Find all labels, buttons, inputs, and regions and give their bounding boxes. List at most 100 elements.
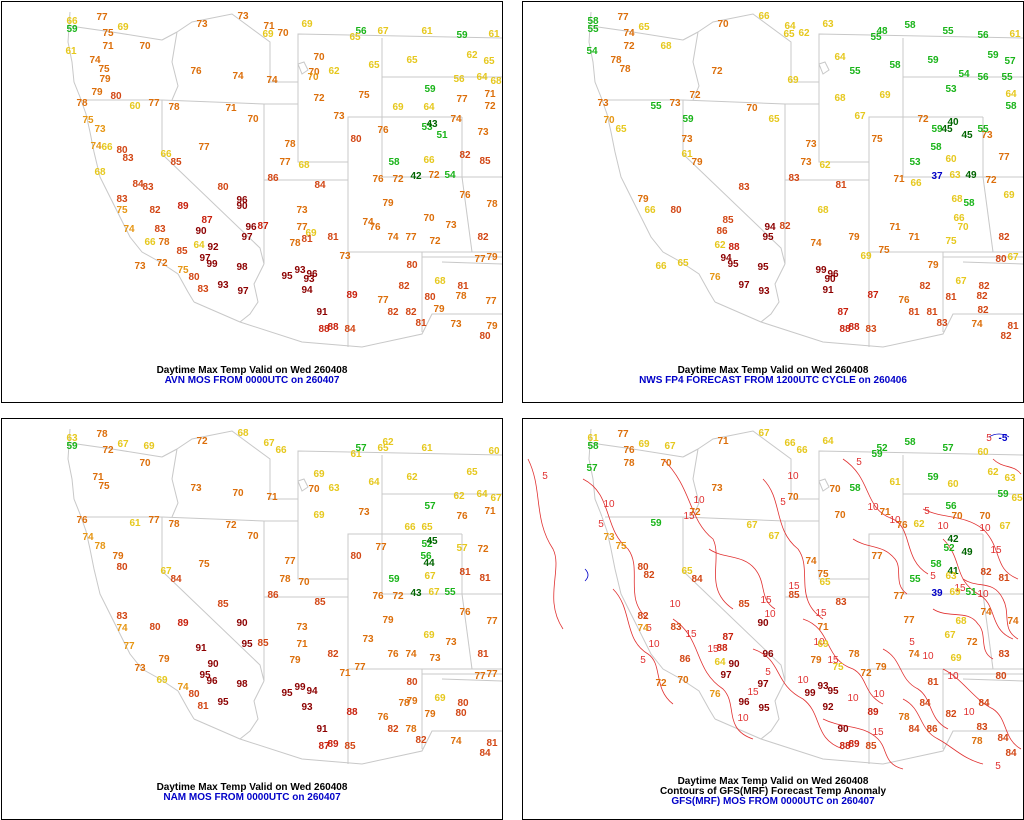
state-boundary-line xyxy=(441,261,502,265)
station-temp-label: 76 xyxy=(372,174,384,185)
station-temp-label: 37 xyxy=(931,171,943,182)
station-temp-label: 69 xyxy=(787,75,799,86)
station-temp-label: 69 xyxy=(313,510,325,521)
station-temp-label: 68 xyxy=(660,41,672,52)
station-temp-label: 79 xyxy=(927,260,939,271)
station-temp-label: 62 xyxy=(466,50,478,61)
station-temp-label: 70 xyxy=(957,222,969,233)
state-boundary-line xyxy=(682,517,786,682)
station-temp-label: 66 xyxy=(423,155,435,166)
station-temp-label: 73 xyxy=(597,98,609,109)
state-boundary-line xyxy=(868,116,983,162)
station-temp-label: 70 xyxy=(951,511,963,522)
station-temp-label: 64 xyxy=(784,21,796,32)
station-temp-label: 77 xyxy=(486,669,498,680)
station-temp-label: 59 xyxy=(987,50,999,61)
state-boundary-line xyxy=(193,301,502,348)
state-boundary-line xyxy=(590,25,684,41)
station-temp-label: 63 xyxy=(945,571,957,582)
station-temp-label: 87 xyxy=(257,221,269,232)
station-temp-label: 74 xyxy=(908,649,920,660)
station-temp-label: 83 xyxy=(142,182,154,193)
station-temp-label: 79 xyxy=(433,304,445,315)
station-temp-label: 77 xyxy=(148,98,160,109)
caption-title: Daytime Max Temp Valid on Wed 260408 xyxy=(156,782,348,793)
station-temp-label: 82 xyxy=(643,570,655,581)
station-temp-label: 84 xyxy=(314,180,326,191)
map-panel-nam-mos: 63 59 78 72 67 69 72 68 67 66 61 57 62 65 61 60 71 70 69 64… xyxy=(1,418,503,820)
anomaly-contour-line xyxy=(942,668,1022,750)
station-temp-label: 56 xyxy=(945,501,957,512)
station-temp-label: 83 xyxy=(835,597,847,608)
state-boundary-line xyxy=(297,33,502,82)
station-temp-label: 72 xyxy=(428,170,440,181)
station-temp-label: 67 xyxy=(490,493,502,504)
station-temp-label: 80 xyxy=(670,205,682,216)
station-temp-label: 80 xyxy=(116,562,128,573)
station-temp-label: 82 xyxy=(980,567,992,578)
state-boundary-line xyxy=(297,521,349,669)
station-temp-label: 81 xyxy=(486,738,498,749)
anomaly-contour-label: 5 xyxy=(640,655,646,666)
state-boundary-line xyxy=(239,263,265,323)
station-temp-label: 77 xyxy=(893,591,905,602)
station-temp-label: 96 xyxy=(245,222,257,233)
station-temp-label: 90 xyxy=(728,659,740,670)
anomaly-contour-line xyxy=(932,608,994,660)
station-temp-label: 66 xyxy=(160,149,172,160)
station-temp-label: 85 xyxy=(176,246,188,257)
station-temp-label: 69 xyxy=(879,90,891,101)
state-boundary-line xyxy=(297,104,349,252)
station-temp-label: 88 xyxy=(839,324,851,335)
station-temp-label: 58 xyxy=(904,20,916,31)
station-temp-label: 95 xyxy=(281,271,293,282)
station-temp-label: 64 xyxy=(193,240,205,251)
station-temp-label: 68 xyxy=(434,276,446,287)
station-temp-label: 58 xyxy=(889,60,901,71)
station-temp-label: 76 xyxy=(709,689,721,700)
station-temp-label: 73 xyxy=(711,483,723,494)
station-temp-label: 77 xyxy=(296,222,308,233)
anomaly-contour-label: 15 xyxy=(815,608,827,619)
station-temp-label: 57 xyxy=(456,543,468,554)
state-boundary-line xyxy=(818,521,870,669)
station-temp-label: 81 xyxy=(477,649,489,660)
station-temp-label: 70 xyxy=(277,28,289,39)
station-temp-label: 74 xyxy=(387,232,399,243)
station-temp-label: 62 xyxy=(798,28,810,39)
station-temp-label: 61 xyxy=(421,443,433,454)
station-temp-label: 71 xyxy=(484,506,496,517)
station-temp-label: 77 xyxy=(617,12,629,23)
station-temp-label: 90 xyxy=(824,274,836,285)
station-temp-label: 86 xyxy=(926,724,938,735)
station-temp-label: 76 xyxy=(459,607,471,618)
station-temp-label: 68 xyxy=(490,76,502,87)
station-temp-label: 60 xyxy=(945,154,957,165)
station-temp-label: 80 xyxy=(350,551,362,562)
station-temp-label: 84 xyxy=(132,179,144,190)
station-temp-label: 88 xyxy=(318,324,330,335)
station-temp-label: 73 xyxy=(94,124,106,135)
station-temp-label: 55 xyxy=(942,26,954,37)
station-temp-label: 61 xyxy=(1009,29,1021,40)
station-temp-label: 65 xyxy=(819,577,831,588)
caption-source: NWS FP4 FORECAST FROM 1200UTC CYCLE on 2… xyxy=(639,375,907,386)
station-temp-label: 96 xyxy=(827,269,839,280)
station-temp-label: 63 xyxy=(822,19,834,30)
map-panel-avn-mos: 66 59 77 75 69 73 73 71 69 70 69 56 65 67 61 59 61 61 71 70… xyxy=(1,1,503,403)
station-temp-label: 69 xyxy=(1003,190,1015,201)
station-temp-label: 61 xyxy=(65,46,77,57)
station-temp-label: 82 xyxy=(387,724,399,735)
station-temp-label: 69 xyxy=(156,675,168,686)
station-temp-label: 79 xyxy=(382,615,394,626)
station-temp-label: 85 xyxy=(344,741,356,752)
station-temp-label: 72 xyxy=(313,93,325,104)
station-temp-label: 95 xyxy=(281,688,293,699)
station-temp-label: 67 xyxy=(428,587,440,598)
state-boundary-line xyxy=(714,301,1023,348)
station-temp-label: 81 xyxy=(945,292,957,303)
station-temp-label: 58 xyxy=(930,142,942,153)
station-temp-label: 80 xyxy=(424,292,436,303)
station-temp-label: 62 xyxy=(328,66,340,77)
anomaly-contour-line xyxy=(672,618,754,740)
